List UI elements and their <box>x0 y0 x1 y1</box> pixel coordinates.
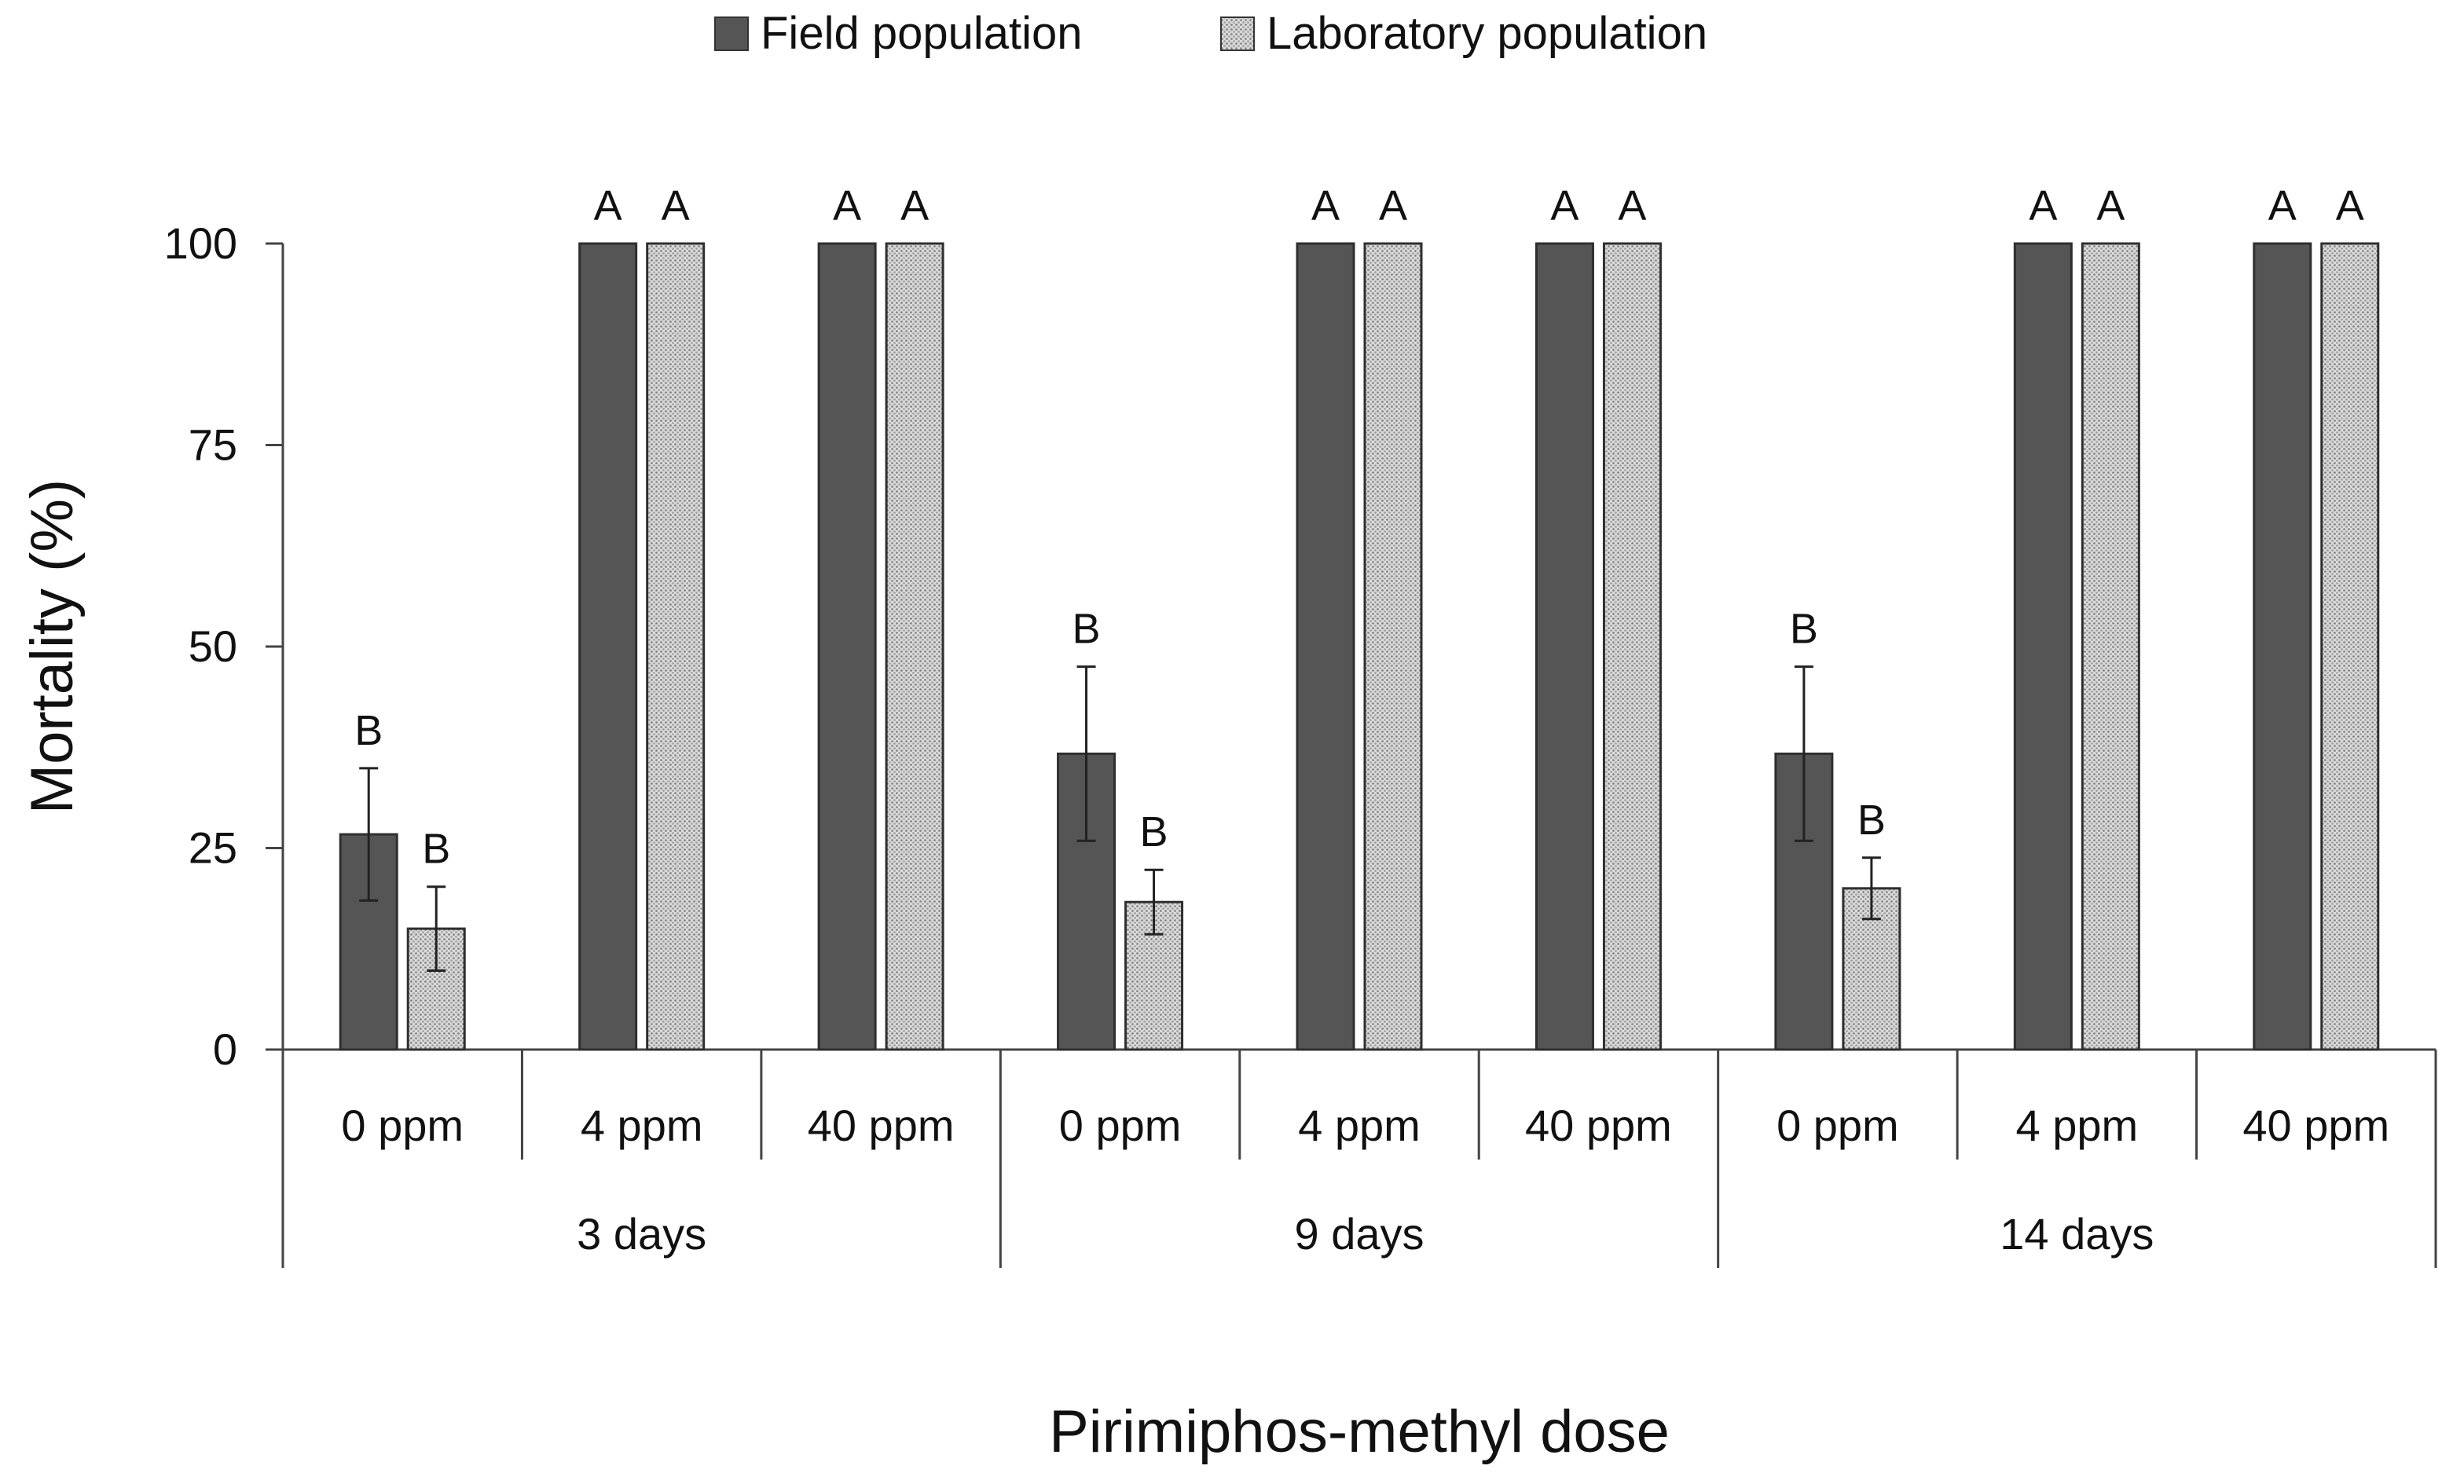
bar-laboratory <box>1363 242 1423 1051</box>
y-tick-label: 75 <box>189 420 237 470</box>
legend-swatch-laboratory <box>1220 16 1255 51</box>
significance-letter: A <box>1618 182 1646 229</box>
x-category-label: 0 ppm <box>341 1101 464 1150</box>
significance-letter: B <box>1140 808 1168 856</box>
significance-letter: A <box>594 182 622 229</box>
x-group-label: 14 days <box>2000 1209 2154 1259</box>
x-category-label: 0 ppm <box>1059 1101 1182 1150</box>
x-axis-title: Pirimiphos-methyl dose <box>1049 1398 1670 1465</box>
bar-field <box>2013 242 2073 1051</box>
significance-letter: A <box>833 182 861 229</box>
bar-laboratory <box>2081 242 2140 1051</box>
x-category-label: 40 ppm <box>2242 1101 2389 1150</box>
x-category-label: 4 ppm <box>1298 1101 1421 1150</box>
significance-letter: B <box>1790 606 1818 653</box>
x-category-label: 4 ppm <box>581 1101 703 1150</box>
significance-letter: A <box>2096 182 2125 229</box>
bar-field <box>1534 242 1594 1051</box>
x-category-label: 0 ppm <box>1776 1101 1899 1150</box>
significance-letter: A <box>2029 182 2057 229</box>
x-group-label: 3 days <box>577 1209 706 1259</box>
x-category-label: 40 ppm <box>1525 1101 1672 1150</box>
y-tick-label: 25 <box>189 823 237 873</box>
y-axis-title: Mortality (%) <box>19 479 86 814</box>
x-group-label: 9 days <box>1295 1209 1424 1259</box>
bar-field <box>578 242 638 1051</box>
plot-area: BA ABA ABA ABA ABA ABA A <box>339 182 2380 1051</box>
significance-letter: A <box>900 182 929 229</box>
significance-letter: A <box>1311 182 1340 229</box>
significance-letter: B <box>354 707 383 754</box>
bar-laboratory <box>646 242 706 1051</box>
legend-label-laboratory: Laboratory population <box>1267 8 1707 59</box>
y-tick-label: 100 <box>164 218 237 268</box>
bar-field <box>1296 242 1355 1051</box>
bar-field <box>2253 242 2312 1051</box>
significance-letter: A <box>662 182 690 229</box>
bar-laboratory <box>2320 242 2380 1051</box>
significance-letter: A <box>1550 182 1578 229</box>
x-category-label: 40 ppm <box>808 1101 955 1150</box>
legend: Field population Laboratory population <box>714 8 1707 59</box>
y-tick-label: 50 <box>189 621 237 671</box>
x-axis: 0 ppm 4 ppm 40 ppm 0 ppm 4 ppm 40 ppm 0 ppm 4 p… <box>281 1048 2437 1268</box>
significance-letter: B <box>1072 606 1101 653</box>
bar-laboratory <box>1602 242 1662 1051</box>
significance-letter: B <box>422 826 450 873</box>
bar-field <box>817 242 877 1051</box>
significance-letter: A <box>2336 182 2364 229</box>
significance-letter: A <box>2268 182 2297 229</box>
bar-laboratory <box>885 242 944 1051</box>
x-category-label: 4 ppm <box>2016 1101 2139 1150</box>
significance-letter: A <box>1379 182 1407 229</box>
legend-swatch-field <box>714 16 749 51</box>
y-axis: 0 25 50 75 100 <box>164 218 284 1074</box>
y-tick-label: 0 <box>213 1024 237 1074</box>
legend-label-field: Field population <box>761 8 1083 59</box>
significance-letter: B <box>1857 797 1886 844</box>
